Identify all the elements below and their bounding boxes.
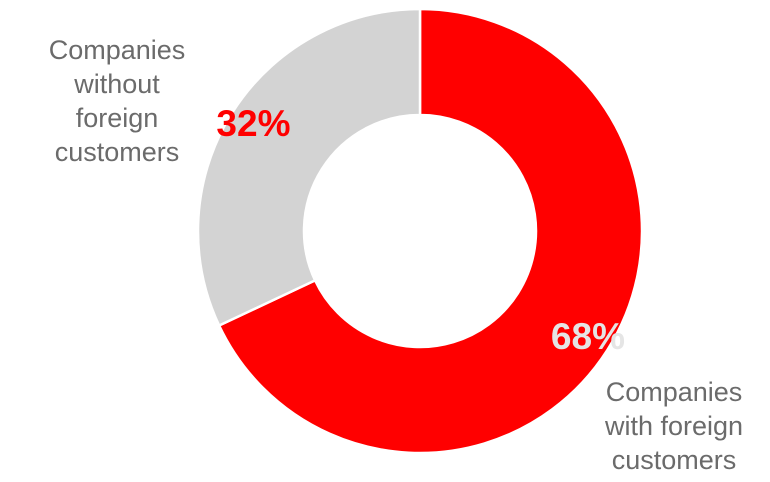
donut-slice-1	[196, 7, 422, 328]
category-label-companies-without-foreign-customers: Companies without foreign customers	[48, 35, 186, 167]
slice-value-label-0: 68%	[551, 316, 625, 357]
category-label-companies-with-foreign-customers: Companies with foreign customers	[604, 377, 744, 475]
slice-value-label-1: 32%	[216, 103, 290, 144]
slice-value-labels: 68% 32%	[216, 103, 625, 357]
donut-slices	[196, 7, 644, 455]
donut-slice-0	[217, 7, 644, 455]
